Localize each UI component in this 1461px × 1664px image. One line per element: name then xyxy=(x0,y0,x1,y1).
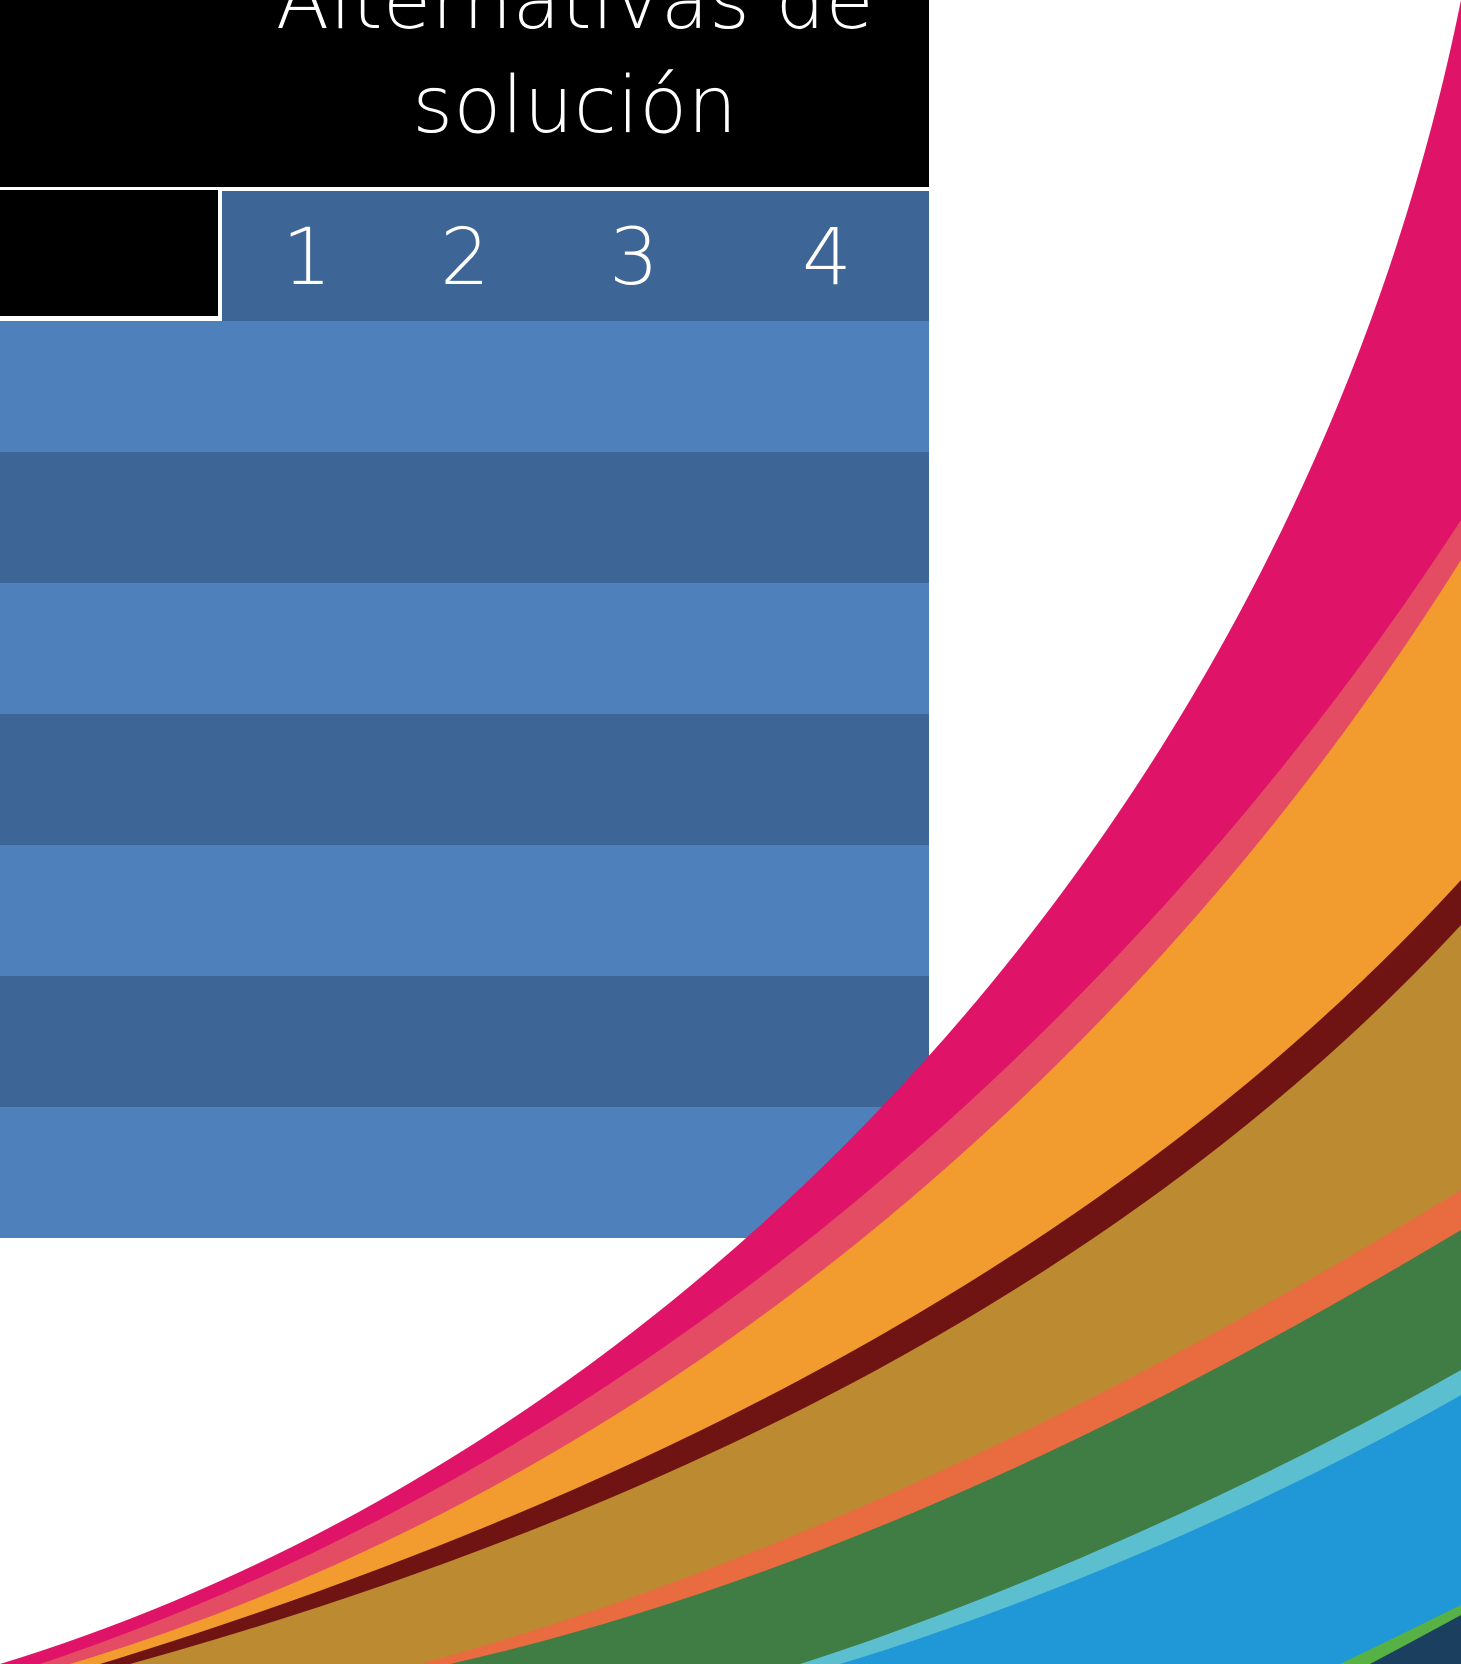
swoosh-band-blue xyxy=(840,1395,1461,1664)
table-row xyxy=(0,452,929,583)
column-header-3: 3 xyxy=(609,213,659,303)
table-row xyxy=(0,714,929,845)
table-header-row: 1 2 3 4 xyxy=(222,191,929,321)
title-line-2: solución xyxy=(412,61,738,151)
table-row xyxy=(0,976,929,1107)
column-header-2: 2 xyxy=(440,213,490,303)
table-row xyxy=(0,583,929,714)
table-corner-cell xyxy=(0,190,222,320)
slide-title: Alternativas de solución xyxy=(220,0,930,158)
table-row xyxy=(0,845,929,976)
column-header-4: 4 xyxy=(802,213,852,303)
swoosh-band-navy xyxy=(1370,1615,1461,1664)
title-block: Alternativas de solución xyxy=(0,0,929,190)
title-line-1: Alternativas de xyxy=(275,0,875,47)
table-row xyxy=(0,321,929,452)
column-header-1: 1 xyxy=(282,213,332,303)
